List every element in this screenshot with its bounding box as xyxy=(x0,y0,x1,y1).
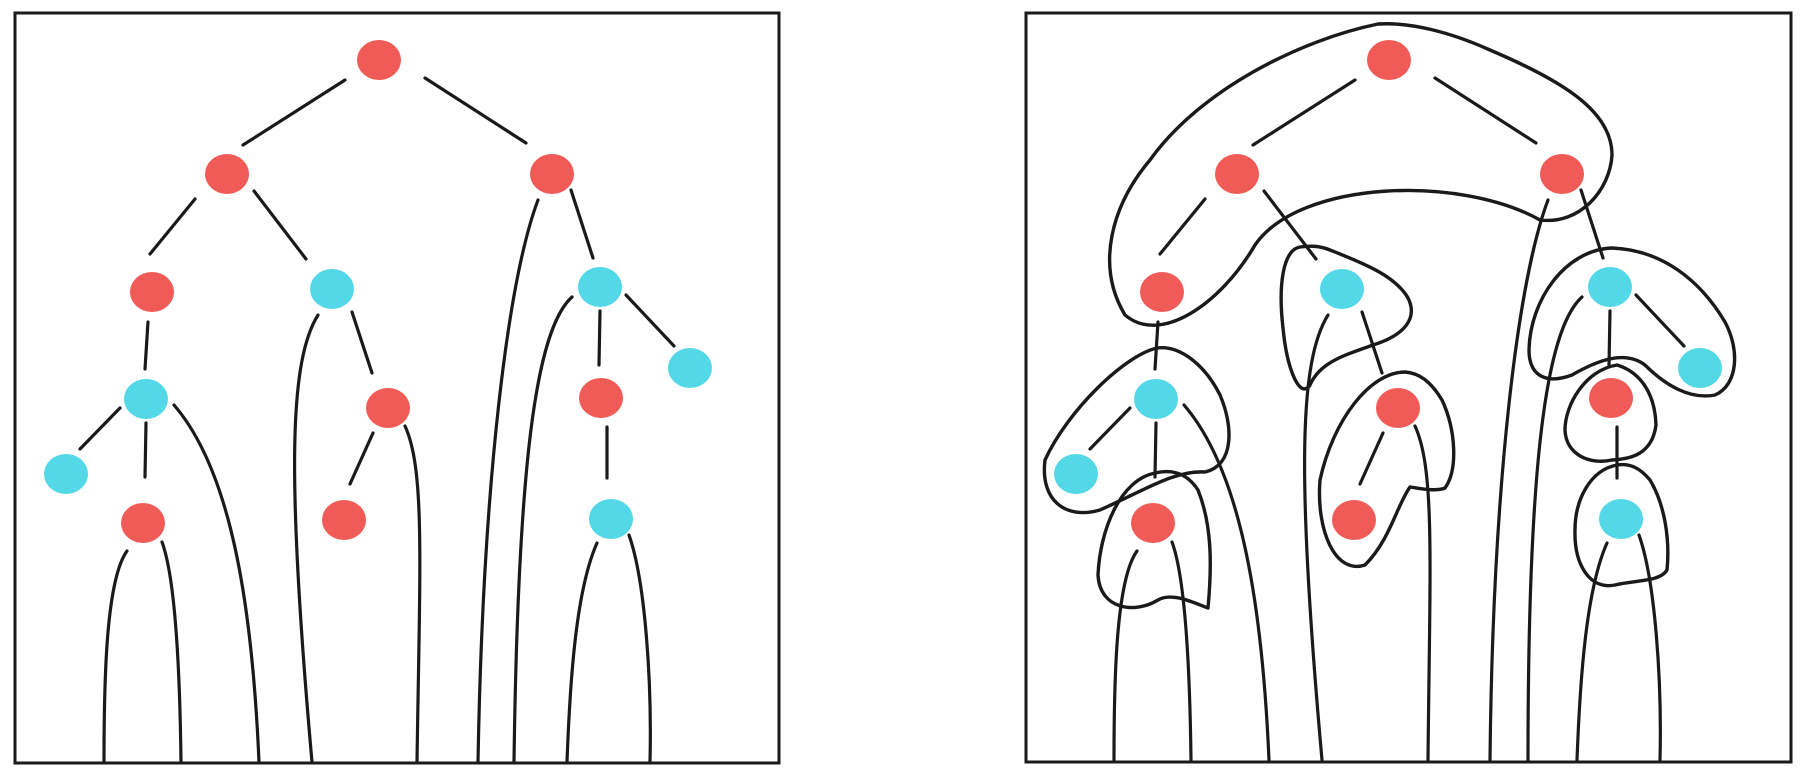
left-tree-nodes xyxy=(44,40,712,543)
right-tree-panel xyxy=(1024,11,1793,764)
tree-node xyxy=(205,154,249,194)
tree-node xyxy=(1588,267,1632,307)
lineage-curve xyxy=(292,313,320,764)
tree-edge xyxy=(1358,431,1385,486)
enclosing-region xyxy=(1317,370,1456,569)
right-enclosing-regions xyxy=(1042,22,1737,610)
enclosing-region xyxy=(1107,22,1614,327)
tree-edge xyxy=(1360,310,1384,375)
tree-edge xyxy=(1153,320,1160,371)
tree-edge xyxy=(1088,406,1132,451)
lineage-curve xyxy=(1488,198,1550,762)
tree-edge xyxy=(1158,197,1207,256)
lineage-curve xyxy=(476,198,540,764)
lineage-curve xyxy=(160,540,183,764)
tree-edge xyxy=(78,406,122,451)
lineage-curve xyxy=(1575,541,1609,762)
tree-edge xyxy=(1607,309,1612,367)
lineage-curve xyxy=(1413,424,1432,762)
tree-node xyxy=(121,503,165,543)
tree-node xyxy=(357,40,401,80)
tree-node xyxy=(1320,269,1364,309)
tree-edge xyxy=(569,188,595,260)
tree-edge xyxy=(1153,421,1158,479)
tree-edge xyxy=(143,320,150,371)
tree-edge xyxy=(624,293,676,348)
tree-edge xyxy=(423,76,528,145)
lineage-curve xyxy=(1170,540,1193,762)
tree-edge xyxy=(1433,76,1538,145)
lineage-curve xyxy=(512,295,574,764)
tree-node xyxy=(578,267,622,307)
tree-edge xyxy=(350,310,374,375)
lineage-curve xyxy=(1637,533,1662,762)
lineage-curve xyxy=(1302,313,1330,762)
right-panel-frame xyxy=(1024,11,1793,764)
tree-node xyxy=(668,348,712,388)
tree-edge xyxy=(1579,188,1605,260)
left-tree-edges xyxy=(78,76,676,486)
enclosing-region xyxy=(1527,246,1737,398)
lineage-curve xyxy=(1112,549,1139,762)
tree-node xyxy=(366,388,410,428)
tree-node xyxy=(1134,379,1178,419)
tree-node xyxy=(579,378,623,418)
tree-edge xyxy=(1251,78,1357,147)
tree-node xyxy=(44,454,88,494)
right-tree-nodes xyxy=(1054,40,1722,543)
enclosing-region xyxy=(1042,346,1231,515)
left-lineage-curves xyxy=(102,198,652,764)
tree-node xyxy=(322,500,366,540)
tree-node xyxy=(1376,388,1420,428)
tree-edge xyxy=(348,431,375,486)
tree-node xyxy=(1054,454,1098,494)
tree-node xyxy=(530,154,574,194)
tree-node xyxy=(1131,503,1175,543)
enclosing-region xyxy=(1279,244,1413,391)
left-tree-panel xyxy=(13,11,781,765)
lineage-curve xyxy=(1182,403,1271,762)
tree-node xyxy=(1140,272,1184,312)
enclosing-region xyxy=(1563,363,1658,463)
enclosing-region xyxy=(1573,462,1670,588)
lineage-curve xyxy=(627,533,652,764)
right-lineage-curves xyxy=(1112,198,1662,762)
tree-node xyxy=(130,272,174,312)
tree-node xyxy=(1332,500,1376,540)
tree-edge xyxy=(148,197,197,256)
left-panel-frame xyxy=(13,11,781,765)
tree-node xyxy=(1215,154,1259,194)
enclosing-region xyxy=(1096,469,1212,610)
tree-edge xyxy=(143,421,148,479)
tree-node xyxy=(1678,348,1722,388)
tree-node xyxy=(1540,154,1584,194)
right-tree-edges xyxy=(1088,76,1686,486)
tree-edge xyxy=(252,189,308,261)
tree-edge xyxy=(1634,293,1686,348)
tree-edge xyxy=(1262,189,1318,261)
lineage-curve xyxy=(172,403,261,764)
tree-node xyxy=(310,269,354,309)
tree-node xyxy=(1589,378,1633,418)
lineage-curve xyxy=(102,549,129,764)
tree-node xyxy=(1599,499,1643,539)
lineage-curve xyxy=(403,424,422,764)
lineage-curve xyxy=(1526,295,1584,762)
tree-edge xyxy=(597,309,602,367)
tree-node xyxy=(1367,40,1411,80)
tree-node xyxy=(124,379,168,419)
tree-node xyxy=(589,499,633,539)
tree-edge xyxy=(241,78,347,147)
lineage-curve xyxy=(565,541,599,764)
